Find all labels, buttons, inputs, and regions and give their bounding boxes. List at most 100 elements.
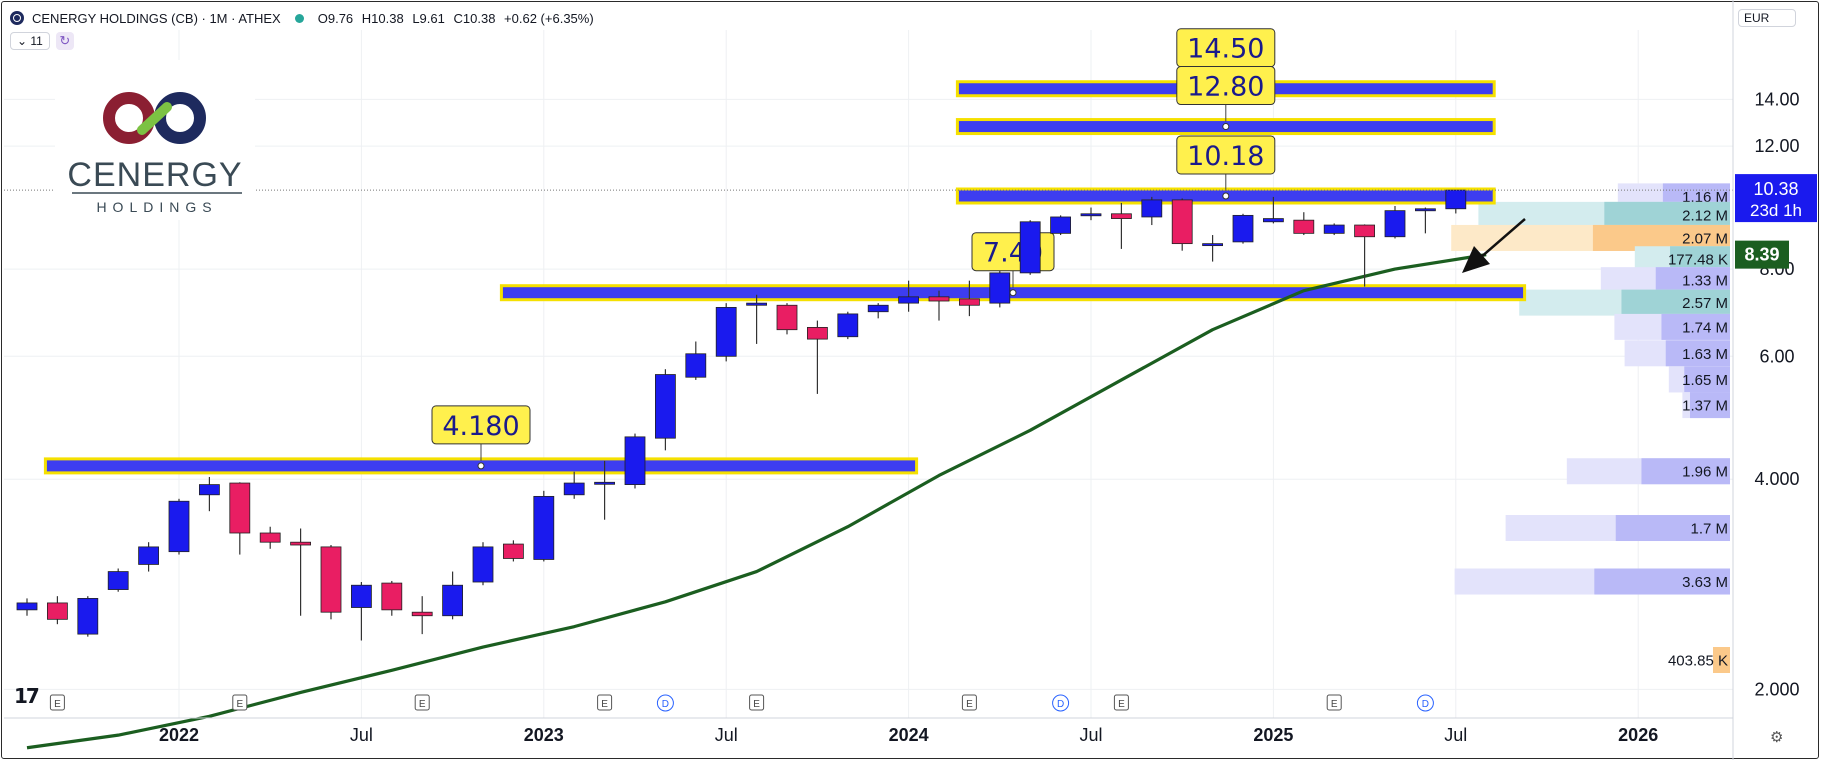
volume-profile-label: 1.63 M [1682,346,1728,363]
arrow-shaft [1479,218,1526,259]
candle-body [594,481,615,485]
volume-profile-label: 3.63 M [1682,574,1728,591]
level-anchor [1009,289,1017,297]
candle [715,303,737,362]
candle-body [47,602,68,620]
event-marker-label: E [966,699,973,710]
volume-profile-label: 1.65 M [1682,372,1728,389]
volume-profile-bar-core [1641,458,1730,485]
candle [898,280,919,312]
candle-body [198,484,220,496]
indicator-toolbar: ⌄ 11 ↻ [10,32,74,50]
arrow-annotation [1462,218,1526,273]
dividend-marker [656,694,674,712]
candle [1080,207,1102,221]
candle-body [837,313,859,338]
logo-background [55,60,255,220]
level-label-box [1176,135,1276,175]
candle-body [320,546,342,613]
volume-profile-bar-core [1713,647,1730,674]
candle [350,582,372,641]
candle-body [1171,199,1193,245]
x-tick-label: Jul [1079,725,1102,745]
candle [198,476,220,512]
candle-body [928,296,950,302]
volume-profile: 1.16 M2.12 M 2.07 M 177.48 K 1.33 M 2.57 M 1.… [1451,183,1730,674]
refresh-icon[interactable]: ↻ [55,32,74,50]
candle [1354,224,1375,287]
earnings-marker [1326,694,1342,711]
last-price-value: 10.38 [1753,179,1798,199]
candle [1445,189,1467,214]
candle [1323,223,1345,236]
candle [1171,198,1193,251]
volume-profile-bar-core [1684,366,1730,393]
candle [989,270,1011,308]
candle [1293,212,1315,236]
candle [472,542,494,586]
candle-body [1384,210,1406,238]
volume-profile-label: 177.48 K [1668,252,1728,269]
candle [563,471,585,499]
y-tick-label: 4.000 [1754,469,1799,489]
volume-profile-label: 1.37 M [1682,398,1728,415]
level-label-box [431,405,531,445]
candle-body [1019,221,1041,274]
bar-countdown: 23d 1h [1750,201,1802,220]
candle [1384,205,1406,239]
earnings-marker [961,694,977,711]
level-label: 10.18 [1187,141,1264,172]
indicator-toggle[interactable]: ⌄ 11 [10,32,50,50]
candle [47,596,68,625]
candle-body [138,546,160,565]
volume-profile-bar-core [1665,340,1730,367]
cenergy-logo: CENERGY HOLDINGS [55,60,255,220]
candle-body [259,532,281,543]
candle-body [1445,189,1467,210]
tradingview-logo-icon[interactable]: 17 [14,684,40,708]
open-value: O9.76 [317,10,354,26]
market-status-icon [294,13,304,23]
candle-body [1202,243,1223,247]
candle-body [989,272,1011,304]
candle-body [563,482,585,496]
event-marker-label: D [1422,699,1429,710]
y-tick-label: 12.00 [1754,136,1799,156]
candle [16,598,38,616]
event-marker-label: E [419,699,426,710]
candle [1415,207,1436,234]
candle-body [1293,219,1315,234]
x-tick-label: Jul [715,725,738,745]
candle [655,369,676,451]
level-anchor [1222,192,1230,200]
candle [1050,215,1071,236]
x-tick-label: Jul [1444,725,1467,745]
candle [807,320,828,394]
volume-profile-bar-core [1621,289,1730,316]
candle-body [442,584,464,617]
candle-body [350,584,372,608]
candle-body [807,326,828,340]
x-tick-label: 2025 [1253,725,1293,745]
last-price-tag [1735,174,1817,223]
volume-profile-label: 1.96 M [1682,464,1728,481]
candle-body [411,611,433,617]
volume-profile-label: 1.74 M [1682,319,1728,336]
earnings-marker [232,694,248,711]
candle-body [1050,216,1071,234]
candle [77,596,99,637]
earnings-marker [749,694,765,711]
candle [594,460,615,520]
volume-profile-label: 2.57 M [1682,295,1728,312]
symbol-title[interactable]: CENERGY HOLDINGS (CB) · 1M · ATHEX [32,10,281,26]
volume-profile-bar-core [1594,568,1730,595]
x-tick-label: 2024 [889,725,929,745]
settings-icon[interactable]: ⚙ [1770,729,1784,746]
x-tick-label: 2022 [159,725,199,745]
candle [411,596,433,635]
dividend-marker [1416,694,1434,712]
currency-selector[interactable]: EUR [1738,9,1796,27]
